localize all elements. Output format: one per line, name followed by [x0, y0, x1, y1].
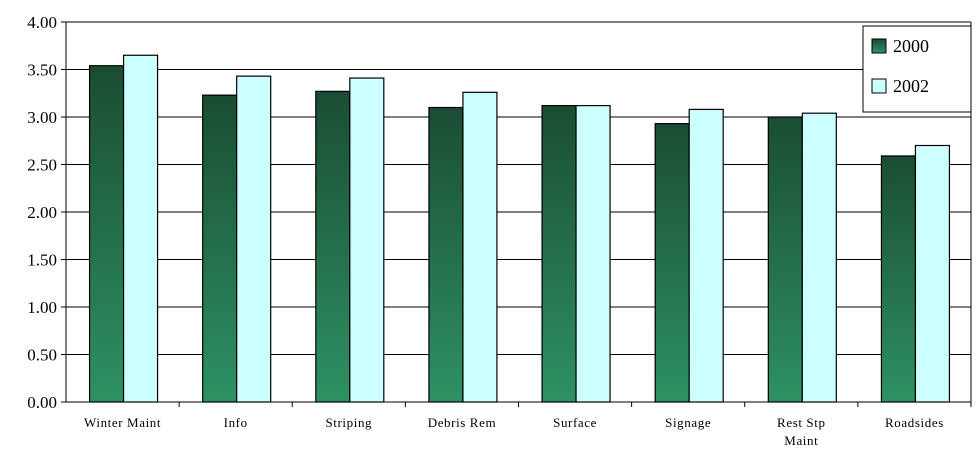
x-tick-label: Info: [224, 415, 248, 430]
bar-2002: [462, 91, 498, 403]
y-tick-label: 3.50: [27, 61, 57, 80]
y-tick-label: 4.00: [27, 13, 57, 32]
x-tick-label: Rest Stp Maint: [777, 415, 826, 448]
bar-2002: [801, 112, 837, 403]
bar-2002: [688, 108, 724, 403]
legend-label-2002: 2002: [893, 76, 929, 96]
bar-2000: [428, 106, 464, 403]
axes: [61, 21, 972, 407]
bar-2002: [236, 75, 272, 403]
y-tick-label: 2.00: [27, 203, 57, 222]
y-tick-label: 2.50: [27, 156, 57, 175]
bar-2000: [88, 65, 125, 403]
bar-2000: [315, 90, 351, 403]
bar-2000: [767, 116, 803, 403]
x-tick-label: Roadsides: [885, 415, 944, 430]
y-tick-label: 1.50: [27, 251, 57, 270]
legend-swatch-2000: [871, 38, 887, 54]
x-tick-label: Winter Maint: [84, 415, 161, 430]
bar-2000: [880, 155, 917, 403]
bar-2000: [541, 104, 577, 403]
x-tick-label: Debris Rem: [428, 415, 496, 430]
bar-2002: [575, 104, 611, 403]
bar-2002: [349, 77, 385, 403]
bar-2002: [122, 54, 159, 403]
legend-label-2000: 2000: [893, 36, 929, 56]
legend: 2000 2002: [862, 25, 972, 113]
bar-2000: [202, 94, 238, 403]
x-tick-label: Surface: [553, 415, 597, 430]
y-tick-label: 3.00: [27, 108, 57, 127]
legend-swatch-2002: [871, 78, 887, 94]
x-tick-label: Signage: [665, 415, 711, 430]
bars: [88, 54, 951, 403]
y-tick-label: 1.00: [27, 298, 57, 317]
y-tick-label: 0.00: [27, 393, 57, 412]
x-tick-label: Striping: [325, 415, 372, 430]
bar-2000: [654, 123, 690, 403]
y-tick-label: 0.50: [27, 346, 57, 365]
y-tick-labels: 0.00 0.50 1.00 1.50 2.00 2.50 3.00 3.50 4.00: [27, 13, 57, 412]
x-tick-labels: Winter Maint Info Striping Debris Rem Surfac…: [84, 415, 944, 448]
bar-2002: [914, 144, 951, 403]
